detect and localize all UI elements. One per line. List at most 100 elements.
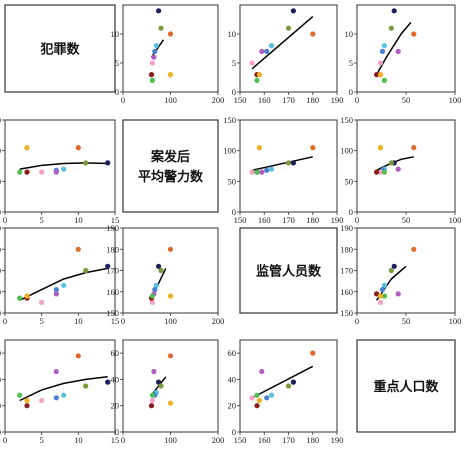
scatter-point-navy: [105, 379, 111, 385]
x-tick-label: 190: [331, 215, 344, 225]
scatter-point-green: [17, 169, 23, 175]
x-tick-label: 0: [3, 435, 7, 445]
x-tick-label: 5: [40, 435, 44, 445]
y-tick-label: 150: [0, 115, 1, 125]
scatter-point-olive: [158, 25, 164, 31]
y-tick-label: 180: [0, 244, 1, 254]
x-tick-label: 160: [258, 95, 271, 105]
y-tick-label: 0: [349, 87, 353, 97]
scatter-point-pink: [39, 397, 45, 404]
scatter-point-darkred: [374, 72, 380, 78]
x-tick-label: 0: [3, 316, 7, 326]
y-tick-label: 150: [223, 115, 236, 125]
scatter-point-green: [254, 392, 260, 398]
scatter-point-green: [381, 169, 387, 175]
y-tick-label: 0: [115, 427, 119, 437]
scatter-point-navy: [290, 379, 296, 385]
y-tick-label: 60: [0, 348, 1, 358]
x-tick-label: 0: [355, 95, 359, 105]
panel-frame: [239, 4, 338, 93]
panel-frame: [4, 119, 116, 213]
x-tick-label: 15: [111, 215, 120, 225]
y-tick-label: 0: [0, 207, 1, 217]
y-tick-label: 10: [345, 29, 354, 39]
diagonal-frame: [122, 119, 219, 213]
scatter-point-olive: [158, 383, 164, 389]
scatter-point-pink: [149, 397, 155, 404]
x-tick-label: 160: [258, 435, 271, 445]
scatter-point-orange: [167, 246, 174, 252]
variable-label: 重点人口数: [373, 379, 439, 395]
x-tick-label: 180: [306, 215, 319, 225]
scatter-point-blue: [264, 395, 270, 401]
scatter-point-darkred: [148, 403, 155, 409]
x-tick-label: 50: [402, 95, 411, 105]
x-tick-label: 190: [331, 95, 344, 105]
trend-line: [251, 16, 314, 70]
scatter-point-navy: [156, 8, 162, 14]
scatter-point-yellow: [377, 145, 384, 151]
y-tick-label: 0: [232, 87, 236, 97]
y-tick-label: 60: [111, 348, 120, 358]
scatter-point-yellow: [377, 293, 384, 299]
y-tick-label: 40: [111, 374, 120, 384]
y-tick-label: 40: [228, 374, 237, 384]
x-tick-label: 160: [258, 215, 271, 225]
y-tick-label: 150: [340, 308, 353, 318]
scatter-panel-r1-c0: 051015050100150: [0, 115, 119, 225]
scatter-point-pink: [149, 299, 155, 305]
scatter-point-green: [149, 293, 155, 299]
trend-line: [150, 39, 165, 58]
scatter-point-cyan: [61, 166, 67, 172]
scatter-point-yellow: [256, 397, 262, 404]
scatter-panel-r0-c1: 0 100 200 0 5 10: [111, 4, 224, 105]
scatter-point-orange: [167, 353, 174, 359]
scatter-point-orange: [75, 145, 81, 151]
y-tick-label: 170: [340, 266, 353, 276]
scatter-point-pink: [39, 299, 45, 305]
scatter-point-yellow: [167, 293, 174, 299]
scatter-point-navy: [391, 8, 397, 14]
scatter-point-green: [254, 169, 260, 175]
x-tick-label: 10: [74, 316, 83, 326]
scatter-point-darkred: [24, 169, 30, 175]
trend-line: [251, 156, 313, 172]
variable-label: 监管人员数: [256, 264, 322, 280]
y-tick-label: 190: [340, 223, 353, 233]
y-tick-label: 100: [340, 146, 353, 156]
scatter-point-cyan: [268, 392, 275, 398]
scatter-point-blue: [379, 48, 386, 55]
scatter-point-pink: [249, 60, 255, 66]
y-tick-label: 40: [0, 374, 1, 384]
y-tick-label: 100: [0, 146, 1, 156]
x-tick-label: 150: [234, 95, 247, 105]
trend-line: [19, 376, 108, 402]
scatter-point-blue: [53, 287, 59, 293]
x-tick-label: 10: [74, 435, 83, 445]
x-tick-label: 170: [282, 215, 295, 225]
scatter-point-magenta: [259, 368, 265, 375]
diagonal-cell-key_pop: 重点人口数: [356, 339, 456, 433]
panel-frame: [4, 339, 116, 433]
scatter-point-darkred: [24, 403, 30, 409]
scatter-point-darkred: [374, 291, 380, 297]
trend-line: [19, 267, 108, 301]
panel-frame: [356, 227, 456, 314]
scatter-point-blue: [264, 48, 270, 55]
scatter-point-blue: [53, 395, 59, 401]
scatter-point-orange: [167, 31, 174, 37]
x-tick-label: 0: [121, 435, 125, 445]
scatter-point-blue: [264, 167, 270, 173]
x-tick-label: 200: [212, 316, 225, 326]
scatter-point-orange: [411, 246, 417, 252]
scatter-point-pink: [249, 169, 255, 175]
y-tick-label: 190: [106, 223, 119, 233]
y-tick-label: 0: [232, 427, 236, 437]
x-tick-label: 100: [164, 95, 177, 105]
x-tick-label: 180: [306, 435, 319, 445]
scatter-point-yellow: [256, 72, 262, 78]
scatter-panel-r3-c1: 0 100 200 0 20 40 60: [111, 339, 224, 445]
x-tick-label: 190: [331, 435, 344, 445]
